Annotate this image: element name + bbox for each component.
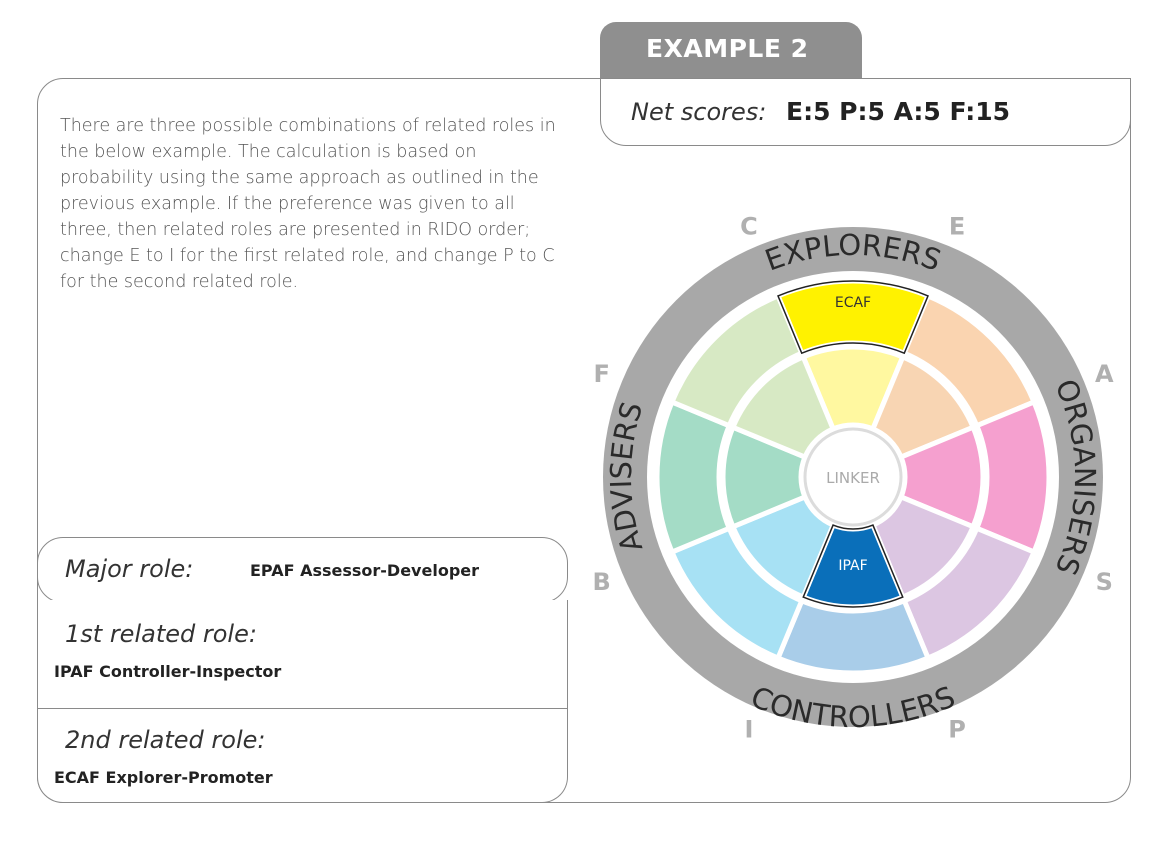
outer-letter-c: C xyxy=(740,213,758,241)
outer-letters: C E A S P I B F xyxy=(593,213,1114,744)
outer-letter-e: E xyxy=(949,213,965,241)
major-role-box: Major role: EPAF Assessor-Developer xyxy=(37,537,568,603)
first-related-label: 1st related role: xyxy=(65,620,257,648)
related-roles-box: 1st related role: IPAF Controller-Inspec… xyxy=(37,600,568,803)
center-label: LINKER xyxy=(826,469,880,487)
outer-segment-left xyxy=(654,398,733,556)
highlight-outer-border xyxy=(777,280,929,355)
first-related-value: IPAF Controller-Inspector xyxy=(54,662,282,681)
example-title: EXAMPLE 2 xyxy=(646,34,809,63)
related-divider xyxy=(38,708,567,709)
wheel-center xyxy=(803,427,903,527)
outer-segment-bottom xyxy=(774,597,932,676)
major-role-value: EPAF Assessor-Developer xyxy=(250,561,480,580)
net-scores-label: Net scores: xyxy=(631,98,767,126)
outer-letter-i: I xyxy=(744,715,753,743)
wheel-segments xyxy=(654,278,1052,676)
highlight-inner-label: IPAF xyxy=(838,558,867,574)
net-scores-value: E:5 P:5 A:5 F:15 xyxy=(786,97,1010,126)
outer-letter-f: F xyxy=(594,360,610,388)
example-tab: EXAMPLE 2 xyxy=(600,22,862,80)
second-related-label: 2nd related role: xyxy=(65,726,266,754)
inner-segment-top-left xyxy=(729,353,837,461)
outer-segment-right xyxy=(973,398,1052,556)
net-scores-box: Net scores: E:5 P:5 A:5 F:15 xyxy=(600,78,1131,146)
second-related-value: ECAF Explorer-Promoter xyxy=(54,768,273,787)
highlight-outer-label: ECAF xyxy=(835,295,871,311)
outer-letter-a: A xyxy=(1095,360,1114,388)
outer-letter-b: B xyxy=(593,568,611,596)
description-text: There are three possible combinations of… xyxy=(60,116,556,292)
outer-letter-s: S xyxy=(1096,568,1113,596)
highlight-inner-border xyxy=(802,524,904,608)
outer-letter-p: P xyxy=(948,715,966,743)
major-role-label: Major role: xyxy=(65,555,194,583)
